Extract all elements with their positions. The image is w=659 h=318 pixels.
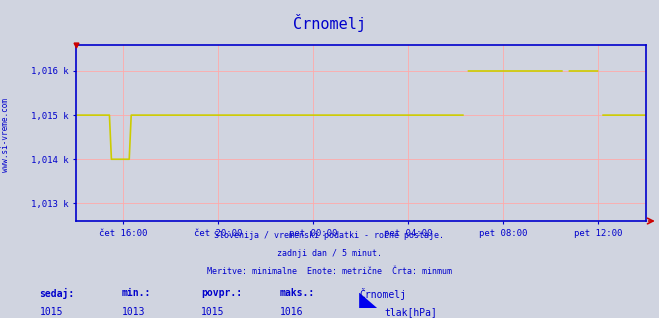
Text: Slovenija / vremenski podatki - ročne postaje.: Slovenija / vremenski podatki - ročne po… [214,231,445,240]
Text: www.si-vreme.com: www.si-vreme.com [1,98,10,172]
Polygon shape [359,293,378,308]
Text: 1015: 1015 [40,307,63,317]
Text: 1016: 1016 [280,307,304,317]
Text: 1013: 1013 [122,307,146,317]
Text: zadnji dan / 5 minut.: zadnji dan / 5 minut. [277,249,382,258]
Text: Meritve: minimalne  Enote: metrične  Črta: minmum: Meritve: minimalne Enote: metrične Črta:… [207,267,452,276]
Text: povpr.:: povpr.: [201,288,242,298]
Text: maks.:: maks.: [280,288,315,298]
Text: 1015: 1015 [201,307,225,317]
Text: Črnomelj: Črnomelj [359,288,406,300]
Text: sedaj:: sedaj: [40,288,74,299]
Text: Črnomelj: Črnomelj [293,14,366,32]
Text: tlak[hPa]: tlak[hPa] [384,307,437,317]
Text: min.:: min.: [122,288,152,298]
